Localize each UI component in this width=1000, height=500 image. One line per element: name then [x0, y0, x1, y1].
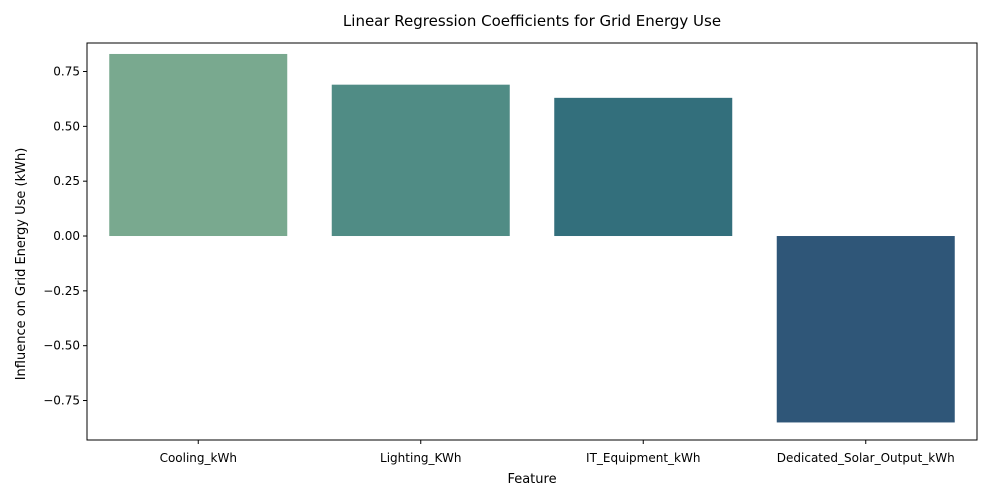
bar-lighting-kwh [331, 84, 510, 237]
y-axis-ticks: −0.75 −0.50 −0.25 0.00 0.25 0.50 0.75 [43, 65, 87, 408]
bar-cooling-kwh [109, 53, 288, 237]
chart-title: Linear Regression Coefficients for Grid … [343, 12, 721, 30]
x-axis-ticks: Cooling_kWh Lighting_KWh IT_Equipment_kWh D… [160, 440, 955, 465]
x-tick-label: Lighting_KWh [380, 451, 461, 465]
plot-frame [86, 42, 978, 441]
bars-group [109, 53, 955, 423]
y-tick-label: −0.50 [43, 339, 80, 353]
x-axis-label: Feature [507, 472, 556, 487]
bar-dedicated-solar-output-kwh [776, 236, 955, 423]
y-tick-label: −0.75 [43, 394, 80, 408]
y-tick-label: 0.75 [53, 65, 80, 79]
x-tick-label: Cooling_kWh [160, 451, 237, 465]
y-tick-label: −0.25 [43, 284, 80, 298]
y-tick-label: 0.00 [53, 229, 80, 243]
x-tick-label: IT_Equipment_kWh [586, 451, 700, 465]
y-tick-label: 0.25 [53, 174, 80, 188]
x-tick-label: Dedicated_Solar_Output_kWh [777, 451, 955, 465]
bar-it-equipment-kwh [554, 97, 733, 237]
y-tick-label: 0.50 [53, 119, 80, 133]
y-axis-label: Influence on Grid Energy Use (kWh) [14, 148, 29, 381]
